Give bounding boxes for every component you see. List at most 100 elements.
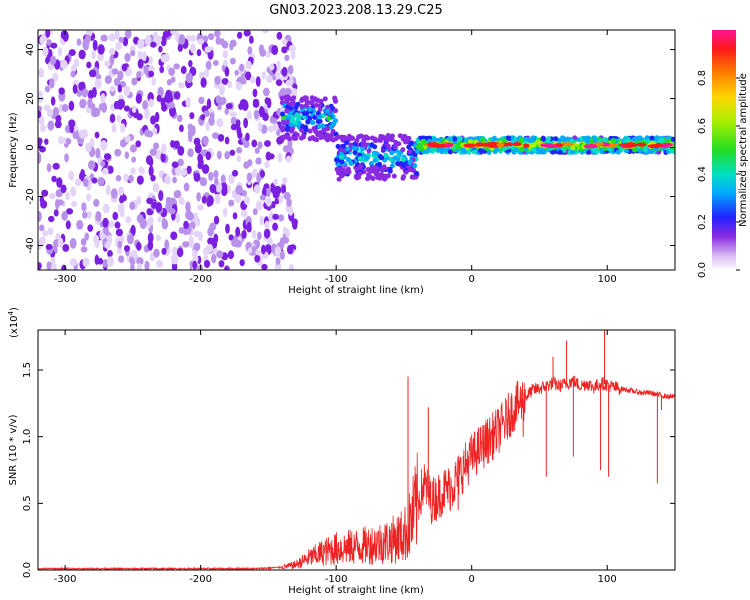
noise-blob — [173, 63, 180, 70]
signal-blob — [310, 120, 316, 126]
noise-blob — [278, 195, 283, 204]
signal-peak — [522, 143, 530, 148]
noise-blob — [170, 30, 178, 36]
noise-blob — [206, 199, 212, 207]
signal-blob — [317, 103, 323, 109]
noise-blob — [257, 121, 263, 132]
signal-blob — [357, 133, 363, 139]
noise-blob — [230, 123, 238, 131]
noise-blob — [196, 192, 201, 202]
noise-blob — [260, 170, 266, 178]
noise-blob — [240, 209, 248, 218]
noise-blob — [155, 201, 163, 213]
noise-blob — [98, 103, 105, 111]
noise-blob — [124, 135, 131, 143]
noise-blob — [129, 255, 136, 265]
noise-blob — [57, 46, 63, 57]
signal-blob — [352, 150, 358, 156]
noise-blob — [261, 263, 268, 270]
noise-blob — [224, 66, 230, 77]
x-tick-label: 100 — [598, 274, 617, 285]
noise-blob — [192, 260, 197, 270]
colorbar-gradient — [712, 30, 736, 270]
signal-peak — [504, 142, 514, 147]
noise-blob — [72, 84, 78, 94]
noise-blob — [41, 189, 49, 197]
x-tick-label: 0 — [469, 574, 475, 585]
noise-blob — [38, 105, 43, 112]
noise-blob — [168, 101, 175, 109]
noise-blob — [76, 89, 83, 97]
noise-blob — [288, 44, 297, 52]
signal-blob — [366, 172, 372, 178]
noise-blob — [213, 170, 219, 179]
signal-blob — [325, 126, 331, 132]
noise-blob — [235, 184, 243, 195]
noise-blob — [38, 262, 42, 270]
signal-blob — [322, 96, 328, 102]
signal-peak — [512, 142, 522, 147]
signal-blob — [407, 160, 413, 166]
noise-blob — [222, 59, 228, 67]
signal-blob — [280, 127, 286, 133]
noise-blob — [183, 220, 189, 229]
noise-blob — [65, 137, 72, 145]
noise-blob — [39, 123, 47, 132]
noise-blob — [144, 129, 151, 137]
signal-blob — [403, 169, 409, 175]
noise-blob — [266, 237, 273, 245]
noise-blob — [94, 78, 102, 89]
signal-blob — [361, 137, 367, 143]
noise-blob — [121, 63, 128, 72]
signal-peak — [540, 143, 553, 148]
signal-blob — [357, 171, 363, 177]
signal-blob — [380, 166, 386, 172]
noise-blob — [144, 260, 150, 270]
signal-blob — [419, 146, 425, 152]
noise-blob — [108, 47, 116, 56]
noise-blob — [46, 163, 52, 173]
noise-blob — [52, 162, 60, 170]
noise-blob — [254, 254, 261, 263]
noise-blob — [150, 115, 157, 125]
noise-blob — [243, 140, 250, 148]
noise-blob — [170, 231, 178, 241]
noise-blob — [153, 248, 160, 258]
signal-blob — [334, 166, 340, 172]
noise-blob — [91, 86, 97, 98]
noise-blob — [58, 87, 65, 95]
noise-blob — [182, 241, 190, 248]
noise-blob — [147, 216, 154, 226]
noise-blob — [70, 186, 77, 197]
noise-blob — [265, 50, 272, 58]
signal-blob — [372, 144, 378, 150]
noise-blob — [100, 160, 106, 167]
noise-blob — [236, 155, 241, 163]
noise-blob — [82, 178, 89, 187]
signal-blob — [376, 162, 382, 168]
noise-blob — [144, 108, 150, 120]
noise-blob — [186, 165, 192, 175]
signal-blob — [357, 156, 363, 162]
noise-blob — [50, 42, 58, 49]
noise-blob — [51, 263, 57, 270]
noise-blob — [232, 212, 238, 220]
noise-blob — [215, 36, 222, 45]
noise-blob — [248, 35, 254, 44]
signal-blob — [570, 145, 576, 151]
signal-blob — [325, 104, 331, 110]
noise-blob — [157, 216, 162, 223]
signal-blob — [315, 110, 321, 116]
noise-blob — [218, 84, 225, 96]
noise-blob — [38, 146, 46, 153]
signal-blob — [396, 141, 402, 147]
noise-blob — [78, 129, 87, 139]
noise-blob — [236, 31, 243, 39]
noise-blob — [193, 230, 201, 238]
noise-blob — [88, 69, 97, 78]
signal-blob — [467, 139, 473, 145]
colorbar: 0.0 0.2 0.4 0.6 0.8 Normalized spectral ampl… — [697, 30, 749, 278]
noise-blob — [69, 238, 77, 249]
noise-blob — [48, 215, 55, 223]
